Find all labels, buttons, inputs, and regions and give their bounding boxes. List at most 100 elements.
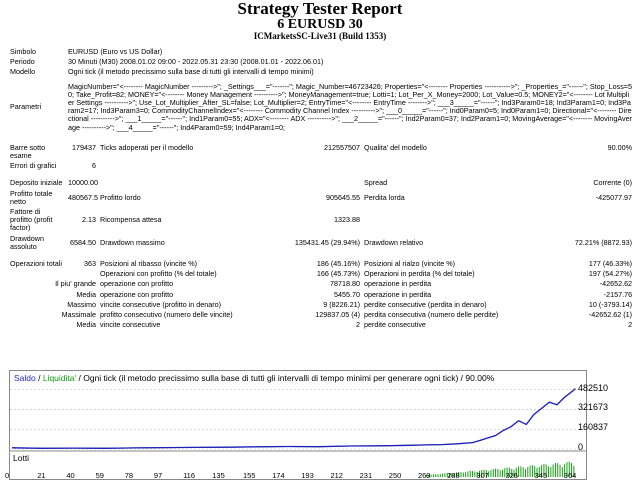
massimale-perdita-value: -42652.62 (1) xyxy=(588,310,633,320)
ricompensa-value: 1323.88 xyxy=(334,215,360,225)
deposito-value: 10000.00 xyxy=(68,178,98,188)
y-tick-label: 0 xyxy=(578,442,584,452)
op-profitto-label: Operazioni con profitto (% del totale) xyxy=(100,269,217,279)
row-piu-grande: Il piu' grande operazione con profitto 7… xyxy=(8,279,634,289)
modello-label: Modello xyxy=(10,67,36,77)
piu-grande-perdita-label: operazione in perdita xyxy=(364,279,432,289)
ticks-value: 212557507 xyxy=(324,142,360,152)
perdita-lorda-label: Perdita lorda xyxy=(364,192,405,202)
profitto-lordo-label: Profitto lordo xyxy=(100,192,141,202)
row-deposito: Deposito iniziale 10000.00 Spread Corren… xyxy=(8,178,634,188)
y-tick-label: 321673 xyxy=(578,402,609,413)
media-vincite-label: vincite consecutive xyxy=(100,320,161,330)
operazioni-label: Operazioni totali xyxy=(10,259,62,269)
massimo-perdite-value: 10 (-3793.14) xyxy=(588,299,633,309)
dd-relativo-value: 72.21% (8872.93) xyxy=(574,237,633,247)
report-table: Simbolo EURUSD (Euro vs US Dollar) Perio… xyxy=(8,47,634,330)
spread-value: Corrente (0) xyxy=(593,178,633,188)
row-parametri: Parametri MagicNumber="<-------- MagicNu… xyxy=(8,78,634,136)
deposito-label: Deposito iniziale xyxy=(10,178,63,188)
massimo-label: Massimo xyxy=(67,299,96,309)
media-profitto-value: 5455.70 xyxy=(334,289,360,299)
massimale-profitto-value: 129837.05 (4) xyxy=(315,310,360,320)
op-profitto-value: 166 (45.73%) xyxy=(316,269,360,279)
rialzo-value: 177 (46.33%) xyxy=(588,259,633,269)
row-modello: Modello Ogni tick (il metodo precissimo … xyxy=(8,67,634,77)
media-label: Media xyxy=(76,289,96,299)
server-info: ICMarketsSC-Live31 (Build 1353) xyxy=(253,31,387,41)
row-errori: Errori di grafici 6 xyxy=(8,161,634,171)
x-tick-label: 59 xyxy=(95,471,104,480)
x-tick-label: 135 xyxy=(212,471,225,480)
dd-massimo-value: 135431.45 (29.94%) xyxy=(294,237,360,247)
x-tick-label: 174 xyxy=(272,471,285,480)
fattore-label: Fattore di profitto (profit factor) xyxy=(10,207,53,233)
x-tick-label: 269 xyxy=(417,471,431,480)
x-tick-label: 231 xyxy=(359,471,373,480)
x-tick-label: 40 xyxy=(66,471,75,480)
fattore-value: 2.13 xyxy=(82,215,96,225)
qualita-value: 90.00% xyxy=(607,142,633,152)
media2-label: Media xyxy=(76,320,96,330)
series-liquidita-line xyxy=(11,388,576,449)
errori-value: 6 xyxy=(92,161,96,171)
row-profitto: Profitto totale netto 480567.58 Profitto… xyxy=(8,189,634,207)
media-perdite-value: 2 xyxy=(628,320,633,330)
legend-sep: / xyxy=(35,373,43,383)
row-drawdown: Drawdown assoluto 6584.50 Drawdown massi… xyxy=(8,234,634,252)
massimo-perdite-label: perdite consecutive (perdita in denaro) xyxy=(364,299,487,309)
y-tick-label: 482510 xyxy=(578,382,609,393)
profitto-lordo-value: 905645.55 xyxy=(326,192,360,202)
series-saldo-line xyxy=(11,388,576,449)
piu-grande-profitto-value: 78718.80 xyxy=(330,279,360,289)
operazioni-value: 363 xyxy=(84,259,96,269)
media-perdita-label: operazione in perdita xyxy=(364,289,432,299)
x-tick-label: 364 xyxy=(563,471,577,480)
x-tick-label: 250 xyxy=(388,471,402,480)
legend-saldo: Saldo xyxy=(14,373,36,383)
profitto-netto-value: 480567.58 xyxy=(68,192,98,202)
piu-grande-label: Il piu' grande xyxy=(55,279,96,289)
row-media: Media operazione con profitto 5455.70 op… xyxy=(8,290,634,300)
perdita-lorda-value: -425077.97 xyxy=(595,192,633,202)
ticks-label: Ticks adoperati per il modello xyxy=(100,142,194,152)
x-tick-label: 21 xyxy=(37,471,46,480)
x-tick-label: 212 xyxy=(330,471,343,480)
parametri-label: Parametri xyxy=(10,101,42,111)
x-tick-label: 288 xyxy=(447,471,460,480)
dd-massimo-label: Drawdown massimo xyxy=(100,237,165,247)
qualita-label: Qualita' del modello xyxy=(364,142,427,152)
media-profitto-label: operazione con profitto xyxy=(100,289,174,299)
dd-assoluto-label: Drawdown assoluto xyxy=(10,233,44,251)
massimale-profitto-label: profitto consecutivo (numero delle vinci… xyxy=(100,310,233,320)
row-media2: Media vincite consecutive 2 perdite cons… xyxy=(8,320,634,330)
periodo-value: 30 Minuti (M30) 2008.01.02 09:00 - 2022.… xyxy=(68,57,324,67)
simbolo-label: Simbolo xyxy=(10,47,36,56)
row-periodo: Periodo 30 Minuti (M30) 2008.01.02 09:00… xyxy=(8,57,634,67)
row-massimo: Massimo vincite consecutive (profitto in… xyxy=(8,300,634,310)
media-perdite-label: perdite consecutive xyxy=(364,320,426,330)
x-tick-label: 155 xyxy=(242,471,256,480)
row-fattore: Fattore di profitto (profit factor) 2.13… xyxy=(8,207,634,234)
piu-grande-profitto-label: operazione con profitto xyxy=(100,279,174,289)
massimale-label: Massimale xyxy=(61,310,96,320)
massimale-perdita-label: perdita consecutiva (numero delle perdit… xyxy=(364,310,499,320)
x-tick-label: 326 xyxy=(505,471,518,480)
piu-grande-perdita-value: -42652.62 xyxy=(599,279,633,289)
parametri-value: MagicNumber="<-------- MagicNumber -----… xyxy=(68,81,632,132)
lots-label: Lotti xyxy=(13,453,30,463)
massimo-vincite-label: vincite consecutive (profitto in denaro) xyxy=(100,299,222,309)
op-perdita-value: 197 (54.27%) xyxy=(588,269,633,279)
barre-value: 179437 xyxy=(72,142,96,152)
media-perdita-value: -2157.76 xyxy=(603,289,633,299)
rialzo-label: Posizioni al rialzo (vincite %) xyxy=(364,259,456,269)
report-subtitle: 6 EURUSD 30 xyxy=(277,17,363,32)
row-op-profitto: Operazioni con profitto (% del totale) 1… xyxy=(8,269,634,279)
row-simbolo: Simbolo EURUSD (Euro vs US Dollar) xyxy=(8,47,634,57)
periodo-label: Periodo xyxy=(10,57,35,67)
op-perdita-label: Operazioni in perdita (% del totale) xyxy=(364,269,475,279)
row-operazioni: Operazioni totali 363 Posizioni al ribas… xyxy=(8,259,634,269)
ribasso-value: 186 (45.16%) xyxy=(316,259,360,269)
massimo-vincite-value: 9 (8226.21) xyxy=(323,299,360,309)
simbolo-value: EURUSD (Euro vs US Dollar) xyxy=(68,47,163,56)
